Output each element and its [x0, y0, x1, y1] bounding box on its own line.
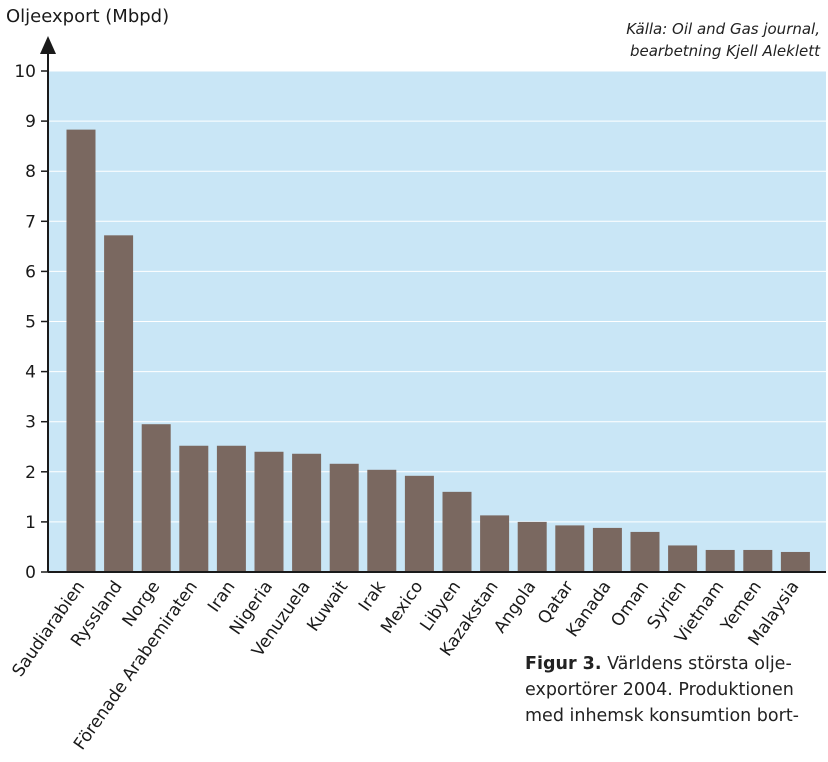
bar [780, 551, 810, 572]
figure-caption: Figur 3. Världens största olje- exportör… [525, 651, 825, 729]
x-tick-label: Kuwait [303, 577, 352, 635]
bar [592, 527, 622, 572]
bar [705, 549, 735, 572]
bar [292, 453, 322, 572]
bar [104, 235, 134, 572]
source-note: Källa: Oil and Gas journal, bearbetning … [626, 18, 820, 62]
y-tick-label: 4 [25, 363, 36, 383]
x-tick-label: Irak [355, 577, 390, 615]
caption-text-1: Världens största olje- [601, 654, 792, 674]
source-line-1: Källa: Oil and Gas journal, [626, 20, 820, 38]
bar [367, 469, 397, 572]
gridlines [48, 70, 826, 523]
y-tick-label: 9 [25, 112, 36, 132]
x-tick-label: Iran [204, 577, 239, 616]
y-axis-arrow [40, 36, 56, 54]
bar [179, 445, 209, 572]
caption-label: Figur 3. [525, 654, 602, 674]
bar [329, 463, 359, 572]
bar [141, 424, 171, 572]
bar [442, 491, 472, 572]
y-tick-label: 1 [25, 513, 36, 533]
source-line-2: bearbetning Kjell Aleklett [629, 42, 820, 60]
bar [66, 129, 96, 572]
caption-line-3: med inhemsk konsumtion bort- [525, 706, 799, 726]
bar [555, 525, 585, 572]
y-tick-label: 5 [25, 313, 36, 333]
bar [254, 451, 284, 572]
bar [668, 545, 698, 572]
caption-line-2: exportörer 2004. Produktionen [525, 680, 794, 700]
bar [404, 475, 434, 572]
y-tick-label: 3 [25, 413, 36, 433]
y-tick-label: 0 [25, 563, 36, 583]
bar [630, 531, 660, 572]
bar [517, 521, 547, 572]
bar [480, 515, 510, 572]
y-axis: 0 1 2 3 4 5 6 7 8 9 10 [14, 36, 56, 583]
y-tick-label: 2 [25, 463, 36, 483]
bar [216, 445, 246, 572]
bar [743, 549, 773, 572]
y-tick-label: 7 [25, 212, 36, 232]
y-tick-label: 10 [14, 62, 36, 82]
y-tick-label: 8 [25, 162, 36, 182]
caption-line-1: Figur 3. Världens största olje- [525, 651, 825, 677]
y-tick-label: 6 [25, 262, 36, 282]
bars [66, 129, 810, 572]
y-axis-label: Oljeexport (Mbpd) [6, 6, 170, 27]
